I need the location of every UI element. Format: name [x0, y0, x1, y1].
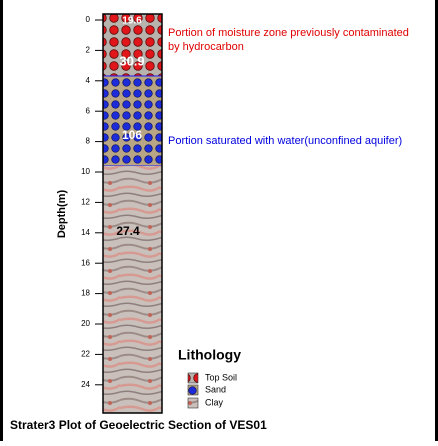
- tick-label: 24: [81, 380, 90, 389]
- annotation: Portion of moisture zone previously cont…: [168, 27, 409, 39]
- strater-plot: 024681012141618202224 Depth(m) 19.6 30.9…: [0, 0, 438, 441]
- tick-label: 4: [86, 76, 91, 85]
- caption: Strater3 Plot of Geoelectric Section of …: [10, 418, 267, 432]
- legend-swatch: [188, 373, 198, 383]
- tick-label: 14: [81, 228, 90, 237]
- tick-label: 18: [81, 289, 90, 298]
- legend-item: Clay: [205, 397, 224, 407]
- tick-label: 20: [81, 319, 90, 328]
- legend-swatch: [188, 398, 198, 408]
- legend-item: Sand: [205, 384, 226, 394]
- tick-label: 22: [81, 350, 90, 359]
- tick-label: 2: [86, 46, 91, 55]
- legend-item: Top Soil: [205, 372, 237, 382]
- sand-layer: [103, 76, 162, 166]
- annotation: Portion saturated with water(unconfined …: [168, 135, 402, 147]
- layer-label: 27.4: [116, 224, 140, 238]
- axis-label: Depth(m): [56, 190, 68, 239]
- legend-swatch: [188, 385, 198, 395]
- tick-label: 0: [86, 15, 91, 24]
- tick-label: 10: [81, 167, 90, 176]
- clay-layer: [103, 166, 162, 413]
- tick-label: 6: [86, 106, 91, 115]
- tick-label: 12: [81, 198, 90, 207]
- layer-label: 30.9: [119, 53, 144, 68]
- layer-label: 19.6: [122, 16, 142, 27]
- layer-label: 106: [122, 128, 142, 142]
- frame-left: [0, 0, 3, 441]
- annotation: by hydrocarbon: [168, 41, 244, 53]
- tick-label: 16: [81, 258, 90, 267]
- tick-label: 8: [86, 137, 91, 146]
- legend-title: Lithology: [178, 347, 241, 363]
